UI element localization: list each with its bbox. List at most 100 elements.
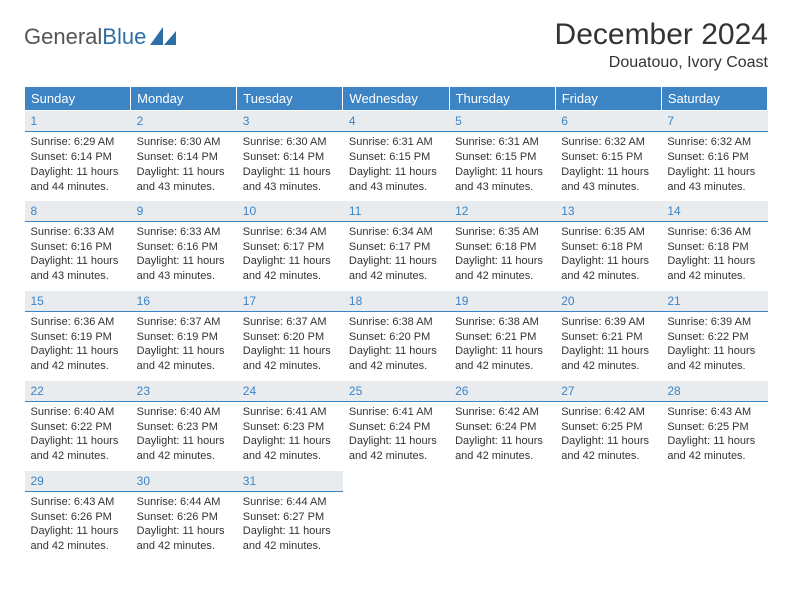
daylight-line: Daylight: 11 hours and 42 minutes. bbox=[243, 434, 337, 464]
calendar-cell: 10Sunrise: 6:34 AMSunset: 6:17 PMDayligh… bbox=[237, 201, 343, 291]
calendar-row: 22Sunrise: 6:40 AMSunset: 6:22 PMDayligh… bbox=[25, 381, 768, 471]
daylight-line: Daylight: 11 hours and 42 minutes. bbox=[137, 524, 231, 554]
calendar-cell: 22Sunrise: 6:40 AMSunset: 6:22 PMDayligh… bbox=[25, 381, 131, 471]
sunrise-line: Sunrise: 6:42 AM bbox=[561, 405, 655, 420]
day-body: Sunrise: 6:32 AMSunset: 6:15 PMDaylight:… bbox=[555, 132, 661, 200]
sunrise-line: Sunrise: 6:33 AM bbox=[137, 225, 231, 240]
calendar-cell: 20Sunrise: 6:39 AMSunset: 6:21 PMDayligh… bbox=[555, 291, 661, 381]
sunrise-line: Sunrise: 6:32 AM bbox=[561, 135, 655, 150]
sunrise-line: Sunrise: 6:41 AM bbox=[349, 405, 443, 420]
day-number: 15 bbox=[25, 291, 131, 312]
sunrise-line: Sunrise: 6:43 AM bbox=[667, 405, 761, 420]
day-body: Sunrise: 6:37 AMSunset: 6:20 PMDaylight:… bbox=[237, 312, 343, 380]
calendar-cell: 24Sunrise: 6:41 AMSunset: 6:23 PMDayligh… bbox=[237, 381, 343, 471]
sunrise-line: Sunrise: 6:32 AM bbox=[667, 135, 761, 150]
day-body: Sunrise: 6:42 AMSunset: 6:24 PMDaylight:… bbox=[449, 402, 555, 470]
day-body: Sunrise: 6:36 AMSunset: 6:19 PMDaylight:… bbox=[25, 312, 131, 380]
day-body: Sunrise: 6:41 AMSunset: 6:24 PMDaylight:… bbox=[343, 402, 449, 470]
day-number: 30 bbox=[131, 471, 237, 492]
daylight-line: Daylight: 11 hours and 42 minutes. bbox=[667, 434, 761, 464]
calendar-row: 15Sunrise: 6:36 AMSunset: 6:19 PMDayligh… bbox=[25, 291, 768, 381]
weekday-header: Saturday bbox=[661, 87, 767, 111]
sunset-line: Sunset: 6:27 PM bbox=[243, 510, 337, 525]
sunrise-line: Sunrise: 6:35 AM bbox=[455, 225, 549, 240]
calendar-cell: 26Sunrise: 6:42 AMSunset: 6:24 PMDayligh… bbox=[449, 381, 555, 471]
calendar-cell bbox=[449, 471, 555, 561]
daylight-line: Daylight: 11 hours and 42 minutes. bbox=[667, 344, 761, 374]
calendar-cell: 13Sunrise: 6:35 AMSunset: 6:18 PMDayligh… bbox=[555, 201, 661, 291]
daylight-line: Daylight: 11 hours and 42 minutes. bbox=[137, 434, 231, 464]
sunrise-line: Sunrise: 6:34 AM bbox=[349, 225, 443, 240]
daylight-line: Daylight: 11 hours and 43 minutes. bbox=[349, 165, 443, 195]
sunrise-line: Sunrise: 6:31 AM bbox=[455, 135, 549, 150]
day-body: Sunrise: 6:30 AMSunset: 6:14 PMDaylight:… bbox=[237, 132, 343, 200]
month-title: December 2024 bbox=[555, 18, 768, 52]
brand-part1: General bbox=[24, 24, 102, 50]
day-body: Sunrise: 6:33 AMSunset: 6:16 PMDaylight:… bbox=[131, 222, 237, 290]
day-number: 16 bbox=[131, 291, 237, 312]
day-body: Sunrise: 6:43 AMSunset: 6:26 PMDaylight:… bbox=[25, 492, 131, 560]
daylight-line: Daylight: 11 hours and 42 minutes. bbox=[243, 344, 337, 374]
sunrise-line: Sunrise: 6:39 AM bbox=[561, 315, 655, 330]
weekday-header: Monday bbox=[131, 87, 237, 111]
sunrise-line: Sunrise: 6:39 AM bbox=[667, 315, 761, 330]
sunrise-line: Sunrise: 6:29 AM bbox=[31, 135, 125, 150]
sunrise-line: Sunrise: 6:41 AM bbox=[243, 405, 337, 420]
title-block: December 2024 Douatouo, Ivory Coast bbox=[555, 18, 768, 72]
day-number: 2 bbox=[131, 111, 237, 132]
sunset-line: Sunset: 6:17 PM bbox=[243, 240, 337, 255]
daylight-line: Daylight: 11 hours and 43 minutes. bbox=[561, 165, 655, 195]
sunset-line: Sunset: 6:21 PM bbox=[561, 330, 655, 345]
calendar-cell: 2Sunrise: 6:30 AMSunset: 6:14 PMDaylight… bbox=[131, 111, 237, 201]
day-body: Sunrise: 6:42 AMSunset: 6:25 PMDaylight:… bbox=[555, 402, 661, 470]
day-body: Sunrise: 6:44 AMSunset: 6:27 PMDaylight:… bbox=[237, 492, 343, 560]
day-body: Sunrise: 6:43 AMSunset: 6:25 PMDaylight:… bbox=[661, 402, 767, 470]
day-number: 19 bbox=[449, 291, 555, 312]
day-number: 25 bbox=[343, 381, 449, 402]
calendar-cell bbox=[661, 471, 767, 561]
day-number: 21 bbox=[661, 291, 767, 312]
sunrise-line: Sunrise: 6:40 AM bbox=[137, 405, 231, 420]
daylight-line: Daylight: 11 hours and 42 minutes. bbox=[243, 254, 337, 284]
day-number: 4 bbox=[343, 111, 449, 132]
sunrise-line: Sunrise: 6:38 AM bbox=[349, 315, 443, 330]
day-body: Sunrise: 6:31 AMSunset: 6:15 PMDaylight:… bbox=[343, 132, 449, 200]
day-number: 8 bbox=[25, 201, 131, 222]
sunrise-line: Sunrise: 6:31 AM bbox=[349, 135, 443, 150]
calendar-cell: 21Sunrise: 6:39 AMSunset: 6:22 PMDayligh… bbox=[661, 291, 767, 381]
sunset-line: Sunset: 6:14 PM bbox=[243, 150, 337, 165]
daylight-line: Daylight: 11 hours and 42 minutes. bbox=[455, 344, 549, 374]
calendar-cell: 7Sunrise: 6:32 AMSunset: 6:16 PMDaylight… bbox=[661, 111, 767, 201]
header: GeneralBlue December 2024 Douatouo, Ivor… bbox=[24, 18, 768, 72]
day-body: Sunrise: 6:29 AMSunset: 6:14 PMDaylight:… bbox=[25, 132, 131, 200]
sunset-line: Sunset: 6:16 PM bbox=[667, 150, 761, 165]
sunrise-line: Sunrise: 6:36 AM bbox=[667, 225, 761, 240]
sunset-line: Sunset: 6:14 PM bbox=[31, 150, 125, 165]
calendar-cell: 31Sunrise: 6:44 AMSunset: 6:27 PMDayligh… bbox=[237, 471, 343, 561]
day-body: Sunrise: 6:38 AMSunset: 6:21 PMDaylight:… bbox=[449, 312, 555, 380]
sunrise-line: Sunrise: 6:37 AM bbox=[243, 315, 337, 330]
day-body: Sunrise: 6:40 AMSunset: 6:22 PMDaylight:… bbox=[25, 402, 131, 470]
sunset-line: Sunset: 6:23 PM bbox=[243, 420, 337, 435]
sunrise-line: Sunrise: 6:44 AM bbox=[137, 495, 231, 510]
day-body: Sunrise: 6:35 AMSunset: 6:18 PMDaylight:… bbox=[449, 222, 555, 290]
sunset-line: Sunset: 6:25 PM bbox=[667, 420, 761, 435]
daylight-line: Daylight: 11 hours and 42 minutes. bbox=[455, 434, 549, 464]
calendar-cell: 15Sunrise: 6:36 AMSunset: 6:19 PMDayligh… bbox=[25, 291, 131, 381]
daylight-line: Daylight: 11 hours and 42 minutes. bbox=[561, 434, 655, 464]
calendar-cell: 14Sunrise: 6:36 AMSunset: 6:18 PMDayligh… bbox=[661, 201, 767, 291]
day-body: Sunrise: 6:40 AMSunset: 6:23 PMDaylight:… bbox=[131, 402, 237, 470]
daylight-line: Daylight: 11 hours and 43 minutes. bbox=[31, 254, 125, 284]
calendar-cell bbox=[555, 471, 661, 561]
sunrise-line: Sunrise: 6:44 AM bbox=[243, 495, 337, 510]
sunset-line: Sunset: 6:24 PM bbox=[349, 420, 443, 435]
day-body: Sunrise: 6:44 AMSunset: 6:26 PMDaylight:… bbox=[131, 492, 237, 560]
day-number: 7 bbox=[661, 111, 767, 132]
sunrise-line: Sunrise: 6:38 AM bbox=[455, 315, 549, 330]
day-body: Sunrise: 6:37 AMSunset: 6:19 PMDaylight:… bbox=[131, 312, 237, 380]
weekday-header: Friday bbox=[555, 87, 661, 111]
weekday-header: Sunday bbox=[25, 87, 131, 111]
calendar-row: 29Sunrise: 6:43 AMSunset: 6:26 PMDayligh… bbox=[25, 471, 768, 561]
day-number: 31 bbox=[237, 471, 343, 492]
calendar-cell: 4Sunrise: 6:31 AMSunset: 6:15 PMDaylight… bbox=[343, 111, 449, 201]
